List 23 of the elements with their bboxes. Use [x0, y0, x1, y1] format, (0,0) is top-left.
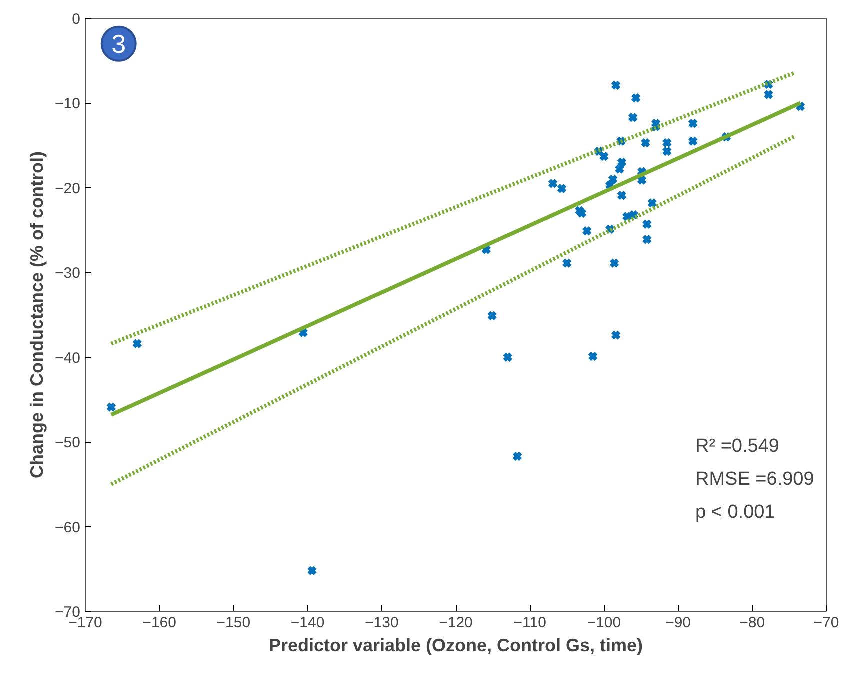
- x-tick-label: −140: [290, 614, 325, 632]
- x-tick-label: −150: [216, 614, 251, 632]
- y-tick-label: −60: [55, 519, 81, 536]
- x-tick-label: −160: [142, 614, 177, 632]
- x-tick-label: −90: [666, 614, 692, 632]
- y-tick-label: −10: [55, 96, 81, 113]
- y-tick-label: 0: [72, 11, 80, 28]
- annotation: RMSE =6.909: [696, 469, 814, 490]
- x-tick-label: −120: [439, 614, 473, 632]
- y-axis-title: Change in Conductance (% of control): [27, 151, 48, 478]
- x-axis-title: Predictor variable (Ozone, Control Gs, time): [268, 636, 644, 656]
- x-tick-label: −70: [814, 614, 840, 632]
- annotation: R² =0.549: [696, 436, 780, 457]
- x-tick-label: −100: [587, 614, 622, 632]
- x-tick-label: −110: [514, 614, 546, 632]
- y-tick-label: −50: [55, 434, 81, 452]
- y-tick-label: −20: [55, 180, 81, 198]
- annotation: p < 0.001: [696, 502, 776, 523]
- y-tick-label: −40: [55, 350, 81, 367]
- x-tick-label: −80: [740, 614, 766, 632]
- y-tick-label: −30: [55, 265, 81, 282]
- x-tick-label: −130: [365, 614, 399, 632]
- annotation: 3: [112, 28, 126, 59]
